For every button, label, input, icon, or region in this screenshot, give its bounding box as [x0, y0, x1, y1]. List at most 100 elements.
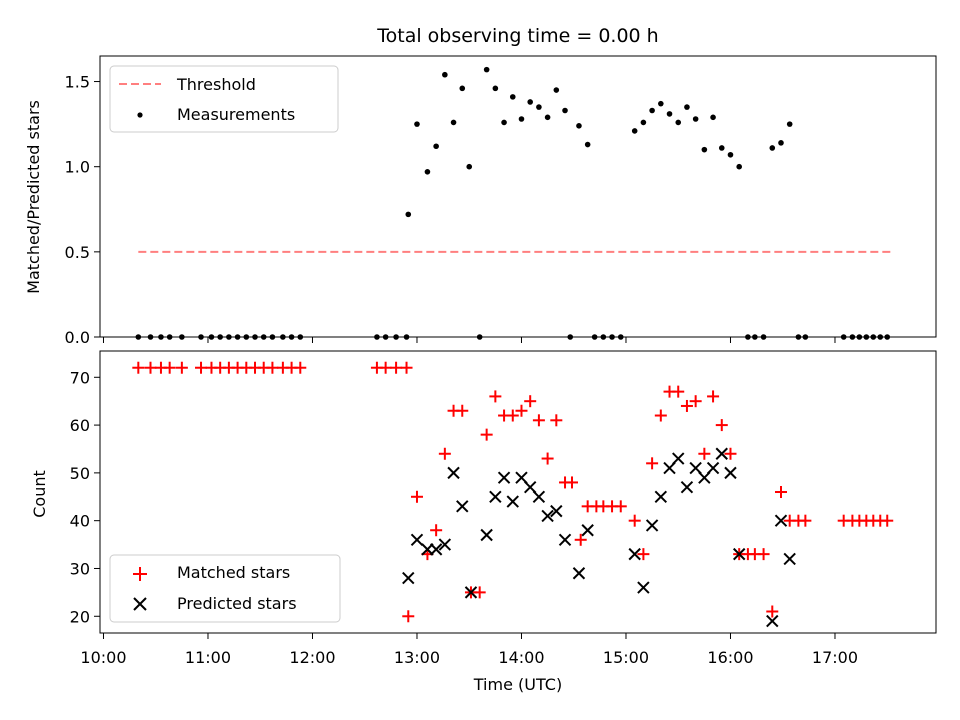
matched-star-marker — [390, 361, 403, 374]
matched-star-marker — [294, 361, 307, 374]
marker-d2 — [497, 471, 511, 484]
predicted-star-marker — [572, 567, 586, 580]
top-axes-frame — [99, 55, 937, 338]
predicted-star-marker — [447, 466, 460, 480]
measurement-point — [483, 66, 490, 73]
marker-d2 — [689, 461, 702, 475]
marker-d2 — [550, 504, 563, 518]
top-panel: 0.0 0.5 1.0 1.5 Matched/Predicted stars Thr… — [24, 55, 937, 347]
matched-star-marker — [881, 514, 894, 527]
bottom-y-tick-label: 40 — [70, 512, 90, 531]
marker-d2 — [456, 500, 469, 513]
bottom-y-tick-label: 50 — [70, 464, 90, 483]
x-tick-label: 16:00 — [707, 648, 753, 667]
matched-star-marker — [532, 414, 545, 427]
top-y-ticks: 0.0 0.5 1.0 1.5 — [65, 73, 100, 347]
matched-star-marker — [698, 447, 711, 460]
matched-star-marker — [144, 361, 157, 374]
measurement-point — [501, 119, 507, 126]
matched-star-marker — [628, 514, 641, 527]
marker-d2 — [558, 533, 572, 547]
matched-star-marker — [766, 605, 779, 618]
bottom-y-tick-label: 30 — [70, 559, 90, 578]
matched-star-marker — [132, 361, 145, 374]
legend-measurements-swatch — [137, 112, 143, 118]
predicted-star-marker — [680, 481, 694, 494]
bottom-legend: Matched stars Predicted stars — [109, 554, 341, 623]
measurement-point — [544, 114, 551, 121]
top-legend-box — [109, 65, 339, 133]
measurement-point — [562, 107, 568, 114]
matched-star-marker — [614, 500, 627, 513]
measurement-point — [727, 151, 734, 158]
marker-d2 — [402, 571, 415, 585]
matched-star-marker — [550, 414, 563, 427]
marker-d2 — [715, 447, 728, 460]
bottom-x-ticks: 10:00 11:00 12:00 13:00 14:00 15:00 16:00 17:00 — [80, 633, 858, 667]
measurement-point — [736, 163, 742, 170]
marker-d2 — [489, 490, 502, 503]
matched-star-marker — [195, 361, 208, 374]
matched-star-marker — [672, 385, 685, 398]
predicted-star-marker — [429, 543, 443, 556]
x-tick-label: 10:00 — [80, 648, 126, 667]
matched-star-marker — [438, 447, 451, 460]
marker-d2 — [515, 471, 528, 484]
matched-star-marker — [680, 399, 693, 412]
measurement-point — [778, 140, 784, 146]
top-y-tick-label: 0.0 — [65, 328, 90, 347]
predicted-star-marker — [783, 552, 796, 566]
predicted-star-marker — [410, 533, 424, 547]
measurement-point — [433, 143, 439, 150]
measurement-point — [769, 145, 776, 151]
x-axis-label: Time (UTC) — [473, 675, 562, 694]
matched-star-marker — [400, 361, 413, 374]
matched-star-marker — [724, 447, 737, 460]
measurement-point — [649, 107, 655, 114]
marker-d2 — [724, 466, 737, 480]
measurement-point — [631, 128, 638, 134]
matched-star-marker — [757, 548, 770, 561]
predicted-star-marker — [774, 514, 788, 527]
marker-d2 — [783, 552, 796, 566]
marker-d2 — [581, 524, 594, 537]
marker-d2 — [523, 481, 537, 494]
measurement-point — [414, 121, 420, 127]
predicted-star-marker — [724, 466, 737, 480]
marker-d2 — [464, 586, 478, 599]
top-y-tick-label: 0.5 — [65, 243, 90, 262]
top-y-tick-label: 1.0 — [65, 158, 90, 177]
measurement-point — [518, 116, 525, 122]
bottom-axes-frame — [99, 350, 937, 634]
predicted-star-marker — [402, 571, 415, 585]
marker-d2 — [410, 533, 424, 547]
matched-star-marker — [506, 409, 519, 422]
matched-star-marker — [524, 395, 537, 408]
top-legend: Threshold Measurements — [109, 65, 339, 133]
measurement-point — [576, 123, 582, 129]
measurement-point — [405, 211, 412, 218]
measurement-point — [450, 119, 457, 126]
matched-star-marker — [565, 476, 578, 489]
predicted-star-marker — [645, 519, 659, 532]
measurement-point — [424, 169, 431, 175]
legend-matched-swatch — [133, 567, 147, 581]
x-tick-label: 14:00 — [498, 648, 544, 667]
bottom-legend-box — [109, 554, 341, 623]
measurement-point — [692, 116, 699, 122]
measurement-point — [527, 99, 533, 105]
marker-d2 — [654, 490, 668, 503]
predicted-star-marker — [464, 586, 478, 599]
marker-d2 — [706, 461, 720, 475]
predicted-star-marker — [506, 495, 519, 508]
matched-star-marker — [402, 610, 415, 623]
marker-d2 — [637, 581, 650, 594]
matched-star-marker — [637, 548, 650, 561]
marker-d2 — [532, 490, 546, 503]
top-x-ticks — [102, 337, 836, 343]
measurement-point — [553, 87, 560, 93]
predicted-star-marker — [438, 538, 452, 551]
measurement-point — [466, 163, 473, 170]
predicted-star-marker — [497, 471, 511, 484]
marker-d2 — [447, 466, 460, 480]
